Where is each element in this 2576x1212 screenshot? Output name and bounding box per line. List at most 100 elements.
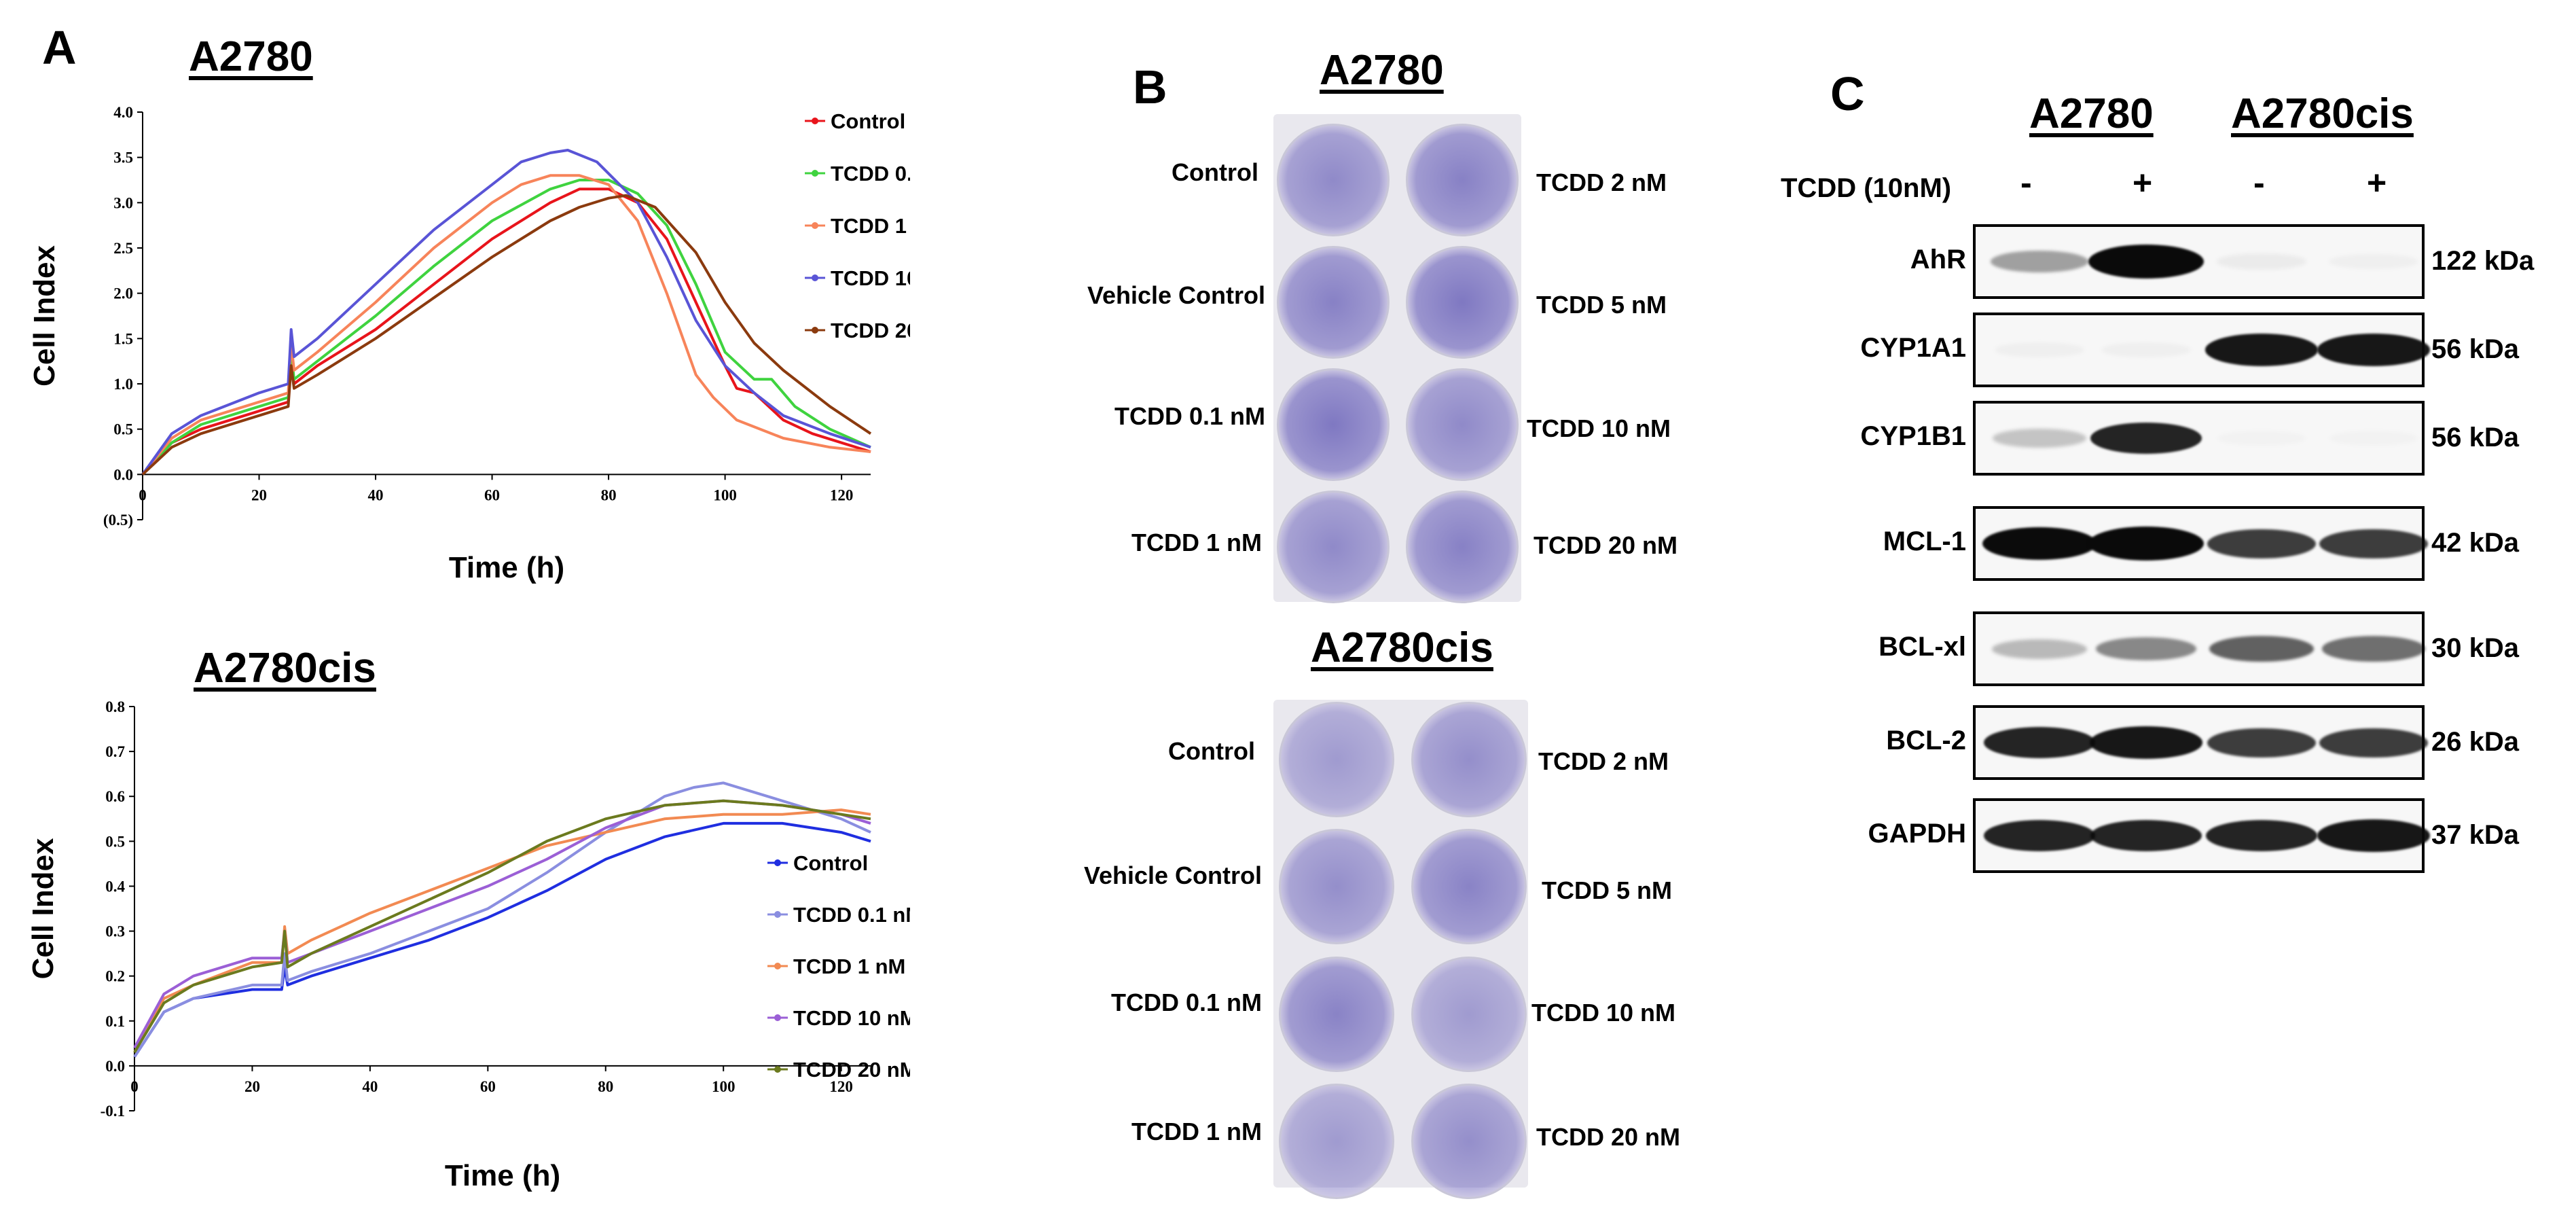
legend-label: TCDD 0.1 nM [793, 903, 910, 927]
molecular-weight-label: 42 kDa [2431, 528, 2519, 558]
protein-label: BCL-2 [1886, 726, 1966, 755]
series-line-1 [141, 179, 871, 476]
treatment-label: TCDD (10nM) [1781, 173, 1952, 203]
colony-well [1279, 702, 1394, 817]
x-axis-title: Time (h) [449, 551, 564, 584]
y-tick-label: 0.4 [105, 878, 125, 895]
panel-letter-a: A [42, 21, 77, 74]
legend-label: TCDD 0.1 nM [831, 162, 910, 185]
y-tick-label: 0.2 [105, 968, 125, 985]
y-tick-label: 0.5 [105, 833, 125, 850]
blot-band [2217, 253, 2306, 270]
colony-well [1277, 246, 1390, 359]
blot-group-a2780cis: A2780cis [2231, 90, 2414, 137]
plate-top-label-tcdd-20: TCDD 20 nM [1534, 531, 1678, 559]
y-tick-label: -0.1 [101, 1103, 125, 1120]
blot-band [2206, 820, 2317, 851]
legend-label: TCDD 20 nM [793, 1058, 910, 1082]
colony-well [1406, 124, 1519, 236]
sign-a2780cis-minus: - [2253, 164, 2265, 202]
molecular-weight-label: 26 kDa [2431, 727, 2519, 757]
x-axis-title: Time (h) [445, 1159, 560, 1192]
legend-label: TCDD 10 nM [793, 1006, 910, 1030]
protein-label: CYP1B1 [1860, 421, 1966, 451]
y-tick-label: 0.6 [105, 788, 125, 805]
colony-well [1411, 1084, 1527, 1199]
x-tick-label: 20 [251, 486, 267, 503]
plate-bottom-label-vehicle-control: Vehicle Control [1083, 861, 1262, 889]
y-tick-label: 0.0 [105, 1058, 125, 1075]
y-tick-label: 0.7 [105, 743, 125, 760]
blot-band [2205, 334, 2318, 366]
legend-marker [812, 170, 818, 177]
x-tick-label: 80 [601, 486, 617, 503]
plate-bottom-label-tcdd-0-1: TCDD 0.1 nM [1110, 988, 1262, 1016]
x-tick-label: 100 [713, 486, 737, 503]
panel-a-top-title: A2780 [189, 33, 313, 80]
legend-label: TCDD 20 nM [831, 319, 910, 342]
blot-band [2209, 635, 2314, 662]
sign-a2780-minus: - [2020, 164, 2032, 202]
blot-band [2319, 728, 2428, 758]
a2780cis-growth-chart: -0.1 0.0 0.1 0.2 0.3 0.4 0.5 0.6 0.7 0.8 0 20 40 60 80… [26, 698, 910, 1192]
legend-marker [774, 1014, 781, 1021]
legend-marker [774, 859, 781, 866]
a2780-growth-chart: (0.5) 0.0 0.5 1.0 1.5 2.0 2.5 3.0 3.5 4.0 0 20 40 60 8… [28, 104, 910, 584]
plate-top-label-vehicle-control: Vehicle Control [1087, 281, 1265, 309]
colony-well [1277, 491, 1390, 603]
blot-band [2096, 637, 2196, 661]
blot-band [2101, 342, 2190, 358]
plate-top-label-tcdd-5: TCDD 5 nM [1536, 291, 1667, 319]
blot-band [1991, 251, 2088, 272]
y-tick-label: 3.5 [113, 149, 133, 166]
blot-band [2319, 529, 2428, 558]
y-axis-title: Cell Index [28, 245, 61, 387]
x-tick-label: 40 [362, 1078, 378, 1095]
plate-bottom-label-tcdd-10: TCDD 10 nM [1531, 999, 1676, 1027]
series-line-3 [133, 799, 871, 1049]
molecular-weight-label: 56 kDa [2431, 423, 2519, 452]
blot-band [2090, 820, 2202, 851]
series-line-3 [141, 149, 871, 476]
y-axis-title: Cell Index [26, 838, 60, 979]
blot-band [2317, 334, 2430, 366]
molecular-weight-label: 37 kDa [2431, 820, 2519, 850]
colony-well [1406, 368, 1519, 481]
series-line-1 [133, 781, 871, 1058]
blot-band [1995, 342, 2084, 358]
colony-well [1279, 829, 1394, 944]
x-tick-label: 40 [368, 486, 384, 503]
legend-label: Control [831, 109, 905, 133]
plate-top-label-tcdd-1: TCDD 1 nM [1131, 529, 1262, 556]
panel-letter-b: B [1133, 60, 1167, 113]
molecular-weight-label: 30 kDa [2431, 633, 2519, 663]
blot-band [2207, 728, 2316, 758]
x-tick-label: 80 [598, 1078, 613, 1095]
panel-b-top-title: A2780 [1320, 47, 1444, 94]
blot-band [2207, 529, 2316, 558]
protein-label: CYP1A1 [1860, 333, 1966, 363]
blot-group-a2780: A2780 [2029, 90, 2154, 137]
x-tick-label: 120 [830, 486, 854, 503]
blot-band [1992, 639, 2087, 659]
molecular-weight-label: 56 kDa [2431, 334, 2519, 364]
series-line-2 [141, 174, 871, 476]
blot-band [2090, 726, 2202, 759]
legend-label: TCDD 10 nM [831, 266, 910, 290]
series-line-4 [141, 194, 872, 476]
colony-well [1406, 246, 1519, 359]
legend-marker [812, 118, 818, 124]
legend-marker [774, 911, 781, 918]
panel-a-bottom-title: A2780cis [194, 645, 376, 692]
sign-a2780cis-plus: + [2367, 164, 2387, 202]
plate-bottom-label-tcdd-1: TCDD 1 nM [1131, 1118, 1262, 1145]
y-tick-label: 3.0 [113, 194, 133, 211]
series-line-0 [133, 821, 871, 1058]
colony-well [1406, 491, 1519, 603]
y-tick-label: 1.5 [113, 330, 133, 347]
panel-b-bottom-title: A2780cis [1311, 624, 1493, 671]
colony-well [1277, 124, 1390, 236]
blot-band [2329, 254, 2418, 270]
legend-marker [812, 274, 818, 281]
blot-band [1982, 527, 2097, 560]
